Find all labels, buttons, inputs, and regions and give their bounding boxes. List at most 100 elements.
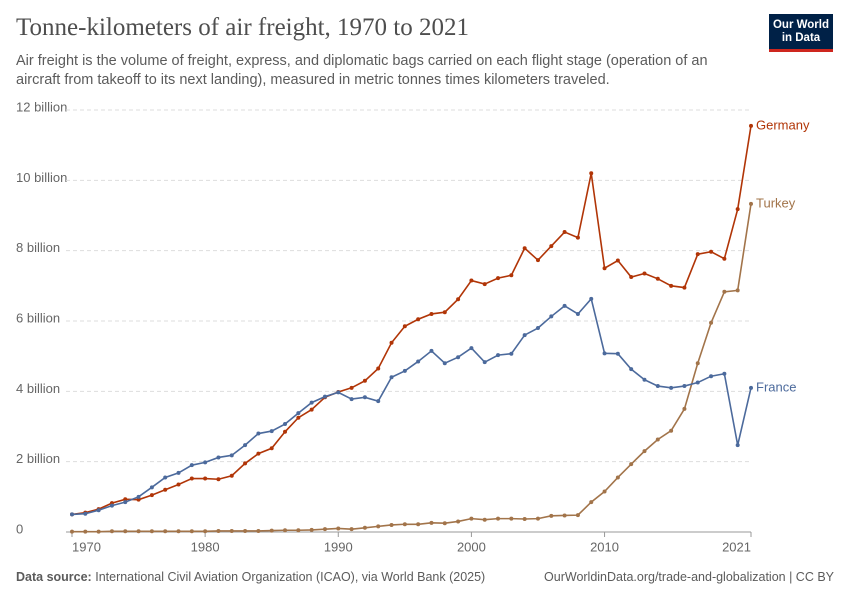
x-tick-label: 1970 [72, 539, 101, 554]
point [522, 246, 527, 251]
logo-line: in Data [781, 32, 821, 44]
point [389, 340, 394, 345]
point [655, 276, 660, 281]
point [735, 288, 740, 293]
point [575, 513, 580, 518]
point [229, 453, 234, 458]
point [322, 527, 327, 532]
point [629, 367, 634, 372]
logo[interactable]: Our World in Data [769, 14, 833, 52]
point [256, 528, 261, 533]
point [216, 528, 221, 533]
point [602, 489, 607, 494]
point [482, 360, 487, 365]
point [469, 278, 474, 283]
point [243, 443, 248, 448]
point [722, 289, 727, 294]
point [376, 524, 381, 529]
point [749, 385, 753, 390]
point [589, 171, 594, 176]
point [695, 252, 700, 257]
point [562, 230, 567, 235]
point [296, 411, 301, 416]
series-label: Germany [756, 117, 810, 132]
point [149, 529, 154, 534]
point [575, 235, 580, 240]
point [189, 463, 194, 468]
y-tick-label: 10 billion [16, 170, 67, 185]
x-tick-label: 1980 [191, 539, 220, 554]
point [402, 324, 407, 329]
point [549, 244, 554, 249]
point [296, 528, 301, 533]
point [456, 355, 461, 360]
point [509, 273, 514, 278]
point [549, 314, 554, 319]
point [469, 346, 474, 351]
point [349, 385, 354, 390]
point [402, 522, 407, 527]
point [309, 407, 314, 412]
point [549, 513, 554, 518]
y-tick-label: 0 [16, 521, 23, 536]
point [136, 529, 141, 534]
point [336, 390, 341, 395]
point [149, 485, 154, 490]
point [735, 443, 740, 448]
point [535, 516, 540, 521]
point [709, 320, 714, 325]
point [349, 527, 354, 532]
point [669, 385, 674, 390]
point [615, 258, 620, 263]
point [96, 529, 101, 534]
point [256, 451, 261, 456]
point [496, 353, 501, 358]
point [589, 296, 594, 301]
point [615, 475, 620, 480]
point [575, 311, 580, 316]
series-line [72, 203, 752, 533]
point [136, 494, 141, 499]
source-label: Data source: [16, 570, 92, 584]
point [642, 449, 647, 454]
point [416, 359, 421, 364]
point [163, 529, 168, 534]
point [695, 361, 700, 366]
point [496, 516, 501, 521]
point [283, 429, 288, 434]
point [642, 377, 647, 382]
point [442, 310, 447, 315]
series-line [71, 125, 752, 516]
point [296, 415, 301, 420]
point [602, 266, 607, 271]
point [456, 297, 461, 302]
point [83, 511, 88, 516]
point [482, 517, 487, 522]
point [629, 275, 634, 280]
chart-subtitle: Air freight is the volume of freight, ex… [16, 53, 708, 88]
point [562, 303, 567, 308]
point [589, 500, 594, 505]
y-tick-label: 6 billion [16, 310, 60, 325]
point [123, 497, 128, 502]
footer: Data source: International Civil Aviatio… [16, 570, 834, 584]
point [709, 249, 714, 254]
series-label: Turkey [756, 195, 796, 210]
point [243, 528, 248, 533]
footer-link[interactable]: OurWorldinData.org/trade-and-globalizati… [544, 570, 834, 584]
point [176, 482, 181, 487]
point [216, 455, 221, 460]
point [163, 475, 168, 480]
point [629, 462, 634, 467]
point [163, 487, 168, 492]
point [749, 123, 753, 128]
point [362, 525, 367, 530]
series-label: France [756, 379, 796, 394]
point [416, 522, 421, 527]
point [389, 522, 394, 527]
point [123, 529, 128, 534]
point [496, 276, 501, 281]
x-tick-label: 2000 [457, 539, 486, 554]
point [96, 508, 101, 513]
point [509, 351, 514, 356]
